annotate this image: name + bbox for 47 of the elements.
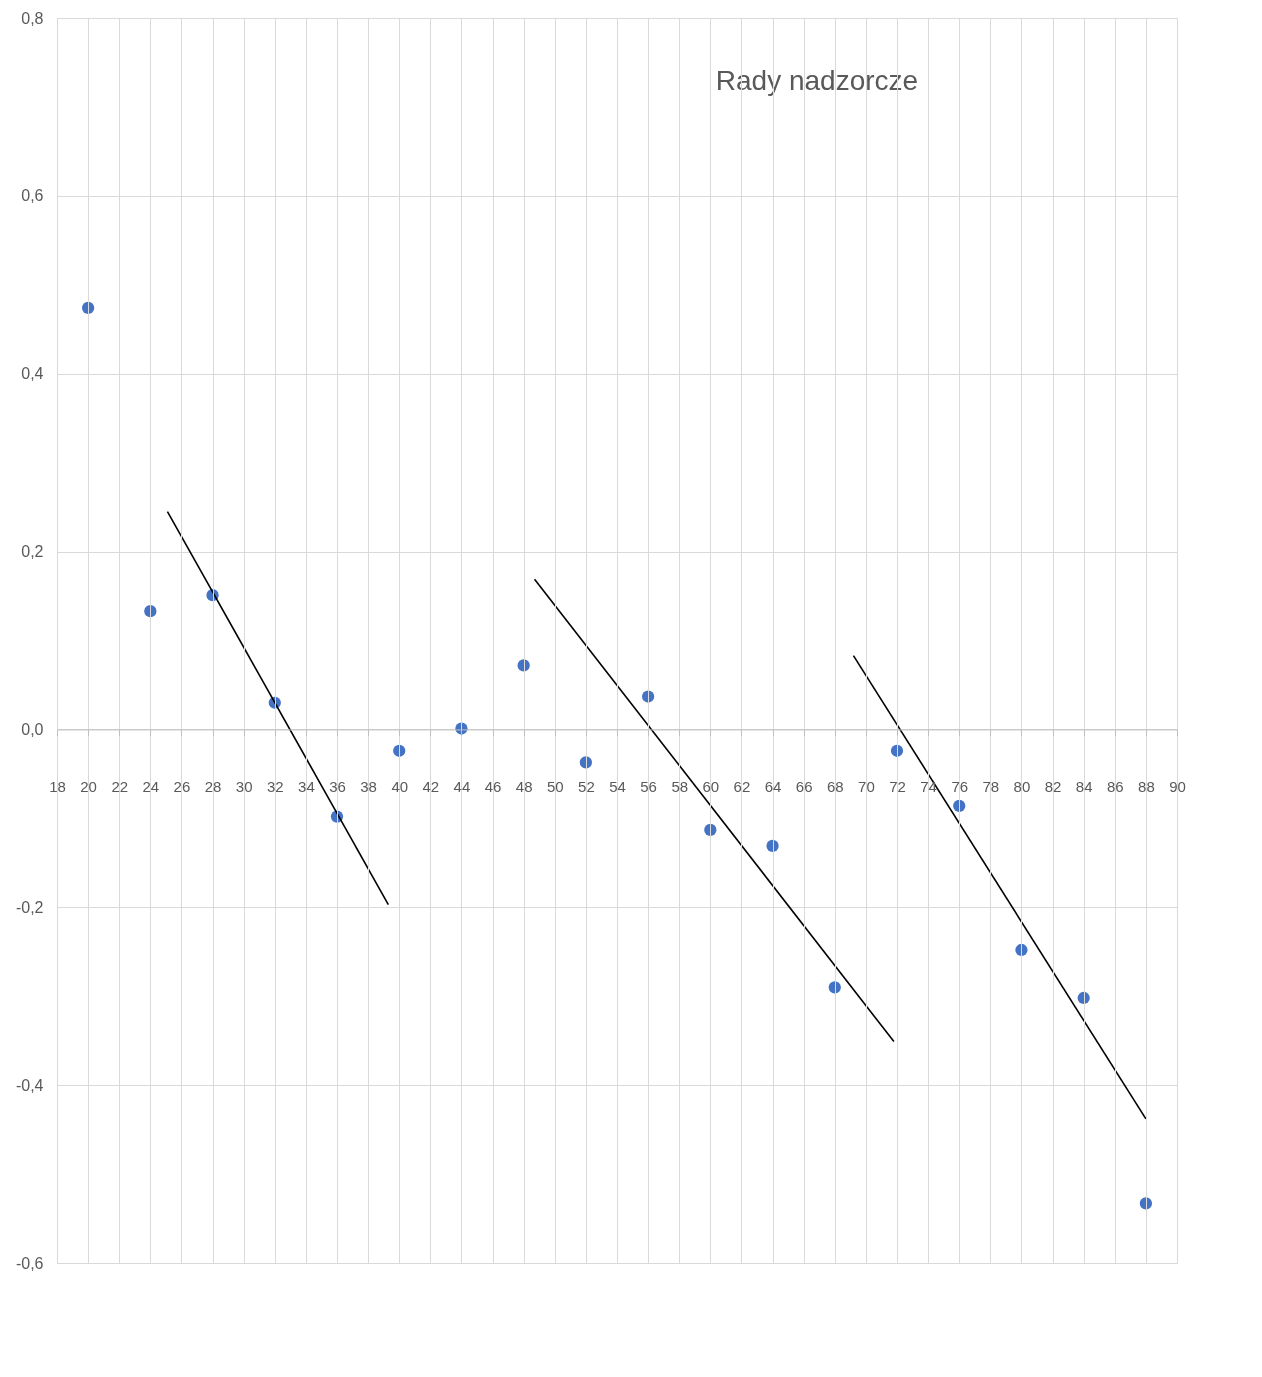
y-tick-label: 0,4	[21, 365, 44, 383]
y-tick-label: 0,8	[21, 9, 44, 27]
x-tick-label: 86	[1106, 777, 1124, 795]
x-tick-label: 66	[795, 777, 813, 795]
y-tick-label: -0,4	[15, 1076, 44, 1094]
x-tick-label: 88	[1138, 777, 1155, 795]
x-tick-label: 38	[360, 777, 377, 795]
x-tick-label: 64	[764, 777, 782, 795]
x-tick-label: 50	[546, 777, 564, 795]
x-tick-label: 52	[578, 777, 595, 795]
x-tick-label: 26	[173, 777, 191, 795]
x-tick-label: 76	[951, 777, 969, 795]
x-tick-label: 74	[920, 777, 937, 795]
x-tick-label: 30	[235, 777, 253, 795]
x-tick-label: 68	[826, 777, 844, 795]
x-tick-label: 90	[1169, 777, 1186, 795]
x-tick-label: 28	[204, 777, 222, 795]
x-tick-label: 32	[266, 777, 284, 795]
x-tick-label: 44	[453, 777, 471, 795]
y-tick-label: 0,6	[21, 187, 44, 205]
x-tick-label: 72	[889, 777, 906, 795]
text: Rady nadzorcze	[715, 65, 919, 96]
x-tick-label: 36	[329, 777, 346, 795]
x-tick-label: 48	[515, 777, 533, 795]
x-tick-label: 18	[49, 777, 66, 795]
x-tick-label: 58	[671, 777, 689, 795]
x-tick-label: 46	[484, 777, 502, 795]
x-tick-label: 82	[1044, 777, 1062, 795]
y-tick-label: 0,0	[21, 720, 44, 738]
point	[81, 301, 95, 315]
x-tick-label: 80	[1013, 777, 1031, 795]
x-tick-label: 40	[391, 777, 409, 795]
x-tick-label: 54	[609, 777, 626, 795]
y-tick-label: 0,2	[21, 543, 44, 561]
x-tick-label: 56	[640, 777, 657, 795]
x-tick-label: 20	[80, 777, 97, 795]
x-tick-label: 24	[142, 777, 160, 795]
y-tick-label: -0,6	[15, 1254, 44, 1272]
x-tick-label: 22	[111, 777, 129, 795]
x-tick-label: 62	[733, 777, 751, 795]
x-tick-label: 34	[298, 777, 315, 795]
x-tick-label: 60	[702, 777, 720, 795]
x-tick-label: 84	[1075, 777, 1093, 795]
y-tick-label: -0,2	[15, 898, 44, 916]
x-tick-label: 42	[422, 777, 440, 795]
x-tick-label: 70	[858, 777, 875, 795]
x-tick-label: 78	[982, 777, 1000, 795]
